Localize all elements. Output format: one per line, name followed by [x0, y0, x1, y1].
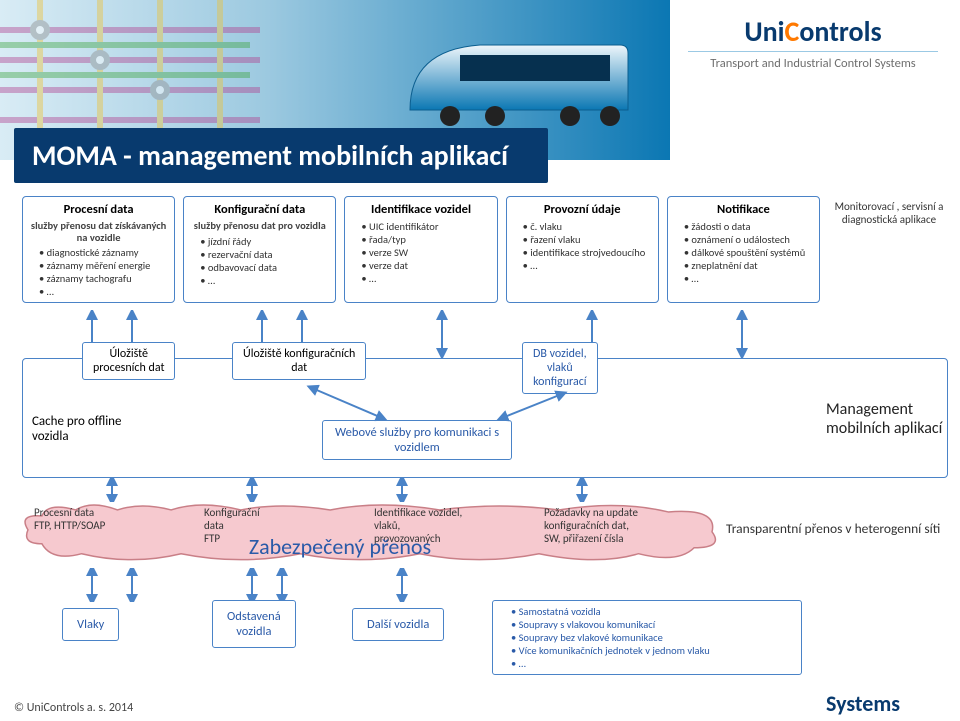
vehicle-list-item: Samostatná vozidla [511, 605, 793, 618]
card-4: Notifikace žádosti o dataoznámení o událo… [667, 196, 820, 303]
card-item: identifikace strojvedoucího [523, 246, 652, 259]
cloud: Procesní dataFTP, HTTP/SOAPKonfiguračníd… [22, 504, 718, 564]
card-item: … [39, 285, 168, 298]
logo-post: ontrols [799, 14, 881, 49]
card-item: … [200, 274, 329, 287]
card-item: odbavovací data [200, 261, 329, 274]
card-title: Procesní data [29, 203, 168, 217]
card-item: … [684, 272, 813, 285]
vehicles-parked: Odstavenávozidla [212, 600, 296, 648]
card-item: žádosti o data [684, 220, 813, 233]
logo-pre: Uni [744, 14, 784, 49]
card-item: … [523, 259, 652, 272]
apps-label: Monitorovací , servisní a diagnostická a… [830, 200, 948, 226]
vehicle-list-item: Soupravy s vlakovou komunikací [511, 618, 793, 631]
logo-sub: Transport and Industrial Control Systems [688, 51, 938, 71]
card-sub: služby přenosu dat pro vozidla [190, 220, 329, 232]
card-3: Provozní údaje č. vlakuřazení vlakuidenti… [506, 196, 659, 303]
card-item: záznamy tachografu [39, 272, 168, 285]
card-item: zneplatnění dat [684, 259, 813, 272]
card-items: žádosti o dataoznámení o událostechdálko… [674, 220, 813, 285]
systems-label: Systems [826, 690, 900, 717]
logo-c: C [785, 14, 800, 49]
transfer-row: Procesní dataFTP, HTTP/SOAPKonfiguračníd… [22, 496, 948, 576]
cloud-item-3: Požadavky na updatekonfiguračních dat,SW… [544, 506, 706, 545]
card-item: záznamy měření energie [39, 259, 168, 272]
card-items: jízdní řádyrezervační dataodbavovací dat… [190, 235, 329, 287]
card-title: Provozní údaje [513, 203, 652, 217]
card-item: UIC identifikátor [361, 220, 490, 233]
card-0: Procesní data služby přenosu dat získávan… [22, 196, 175, 303]
card-items: č. vlakuřazení vlakuidentifikace strojve… [513, 220, 652, 272]
card-item: řada/typ [361, 233, 490, 246]
cloud-item-0: Procesní dataFTP, HTTP/SOAP [34, 506, 196, 532]
card-sub: služby přenosu dat získávaných na vozidl… [29, 220, 168, 243]
card-item: verze dat [361, 259, 490, 272]
vehicle-list-item: Soupravy bez vlakové komunikace [511, 631, 793, 644]
train-illustration [400, 20, 630, 140]
card-2: Identifikace vozidel UIC identifikátorřad… [344, 196, 497, 303]
middle-region: Úložištěprocesních dat Úložiště konfigur… [22, 358, 948, 478]
heterogeneous-label: Transparentní přenos v heterogenní síti [726, 520, 944, 537]
vehicles-other: Další vozidla [352, 608, 444, 641]
vehicles-list: Samostatná vozidlaSoupravy s vlakovou ko… [492, 600, 802, 675]
card-title: Konfigurační data [190, 203, 329, 217]
copyright: © UniControls a. s. 2014 [14, 701, 133, 715]
card-item: … [361, 272, 490, 285]
vehicle-list-item: … [511, 657, 793, 670]
card-item: diagnostické záznamy [39, 246, 168, 259]
card-item: oznámení o událostech [684, 233, 813, 246]
cards-row: Procesní data služby přenosu dat získávan… [22, 196, 820, 303]
card-item: verze SW [361, 246, 490, 259]
secure-transfer-label: Zabezpečený přenos [222, 533, 458, 560]
card-title: Notifikace [674, 203, 813, 217]
logo: UniControls Transport and Industrial Con… [688, 14, 938, 71]
vehicle-list-item: Více komunikačních jednotek v jednom vla… [511, 644, 793, 657]
card-item: dálkové spouštění systémů [684, 246, 813, 259]
card-title: Identifikace vozidel [351, 203, 490, 217]
card-item: č. vlaku [523, 220, 652, 233]
card-item: rezervační data [200, 248, 329, 261]
vehicles-trains: Vlaky [62, 608, 119, 641]
page-title: MOMA - management mobilních aplikací [14, 128, 548, 183]
card-item: jízdní řády [200, 235, 329, 248]
mid-arrows [22, 358, 948, 478]
card-item: řazení vlaku [523, 233, 652, 246]
card-items: UIC identifikátorřada/typverze SWverze d… [351, 220, 490, 285]
arrows-cloud-bottom [22, 568, 822, 602]
card-items: diagnostické záznamyzáznamy měření energ… [29, 246, 168, 298]
card-1: Konfigurační data služby přenosu dat pro … [183, 196, 336, 303]
bottom-row: Vlaky Odstavenávozidla Další vozidla Sam… [22, 600, 948, 690]
